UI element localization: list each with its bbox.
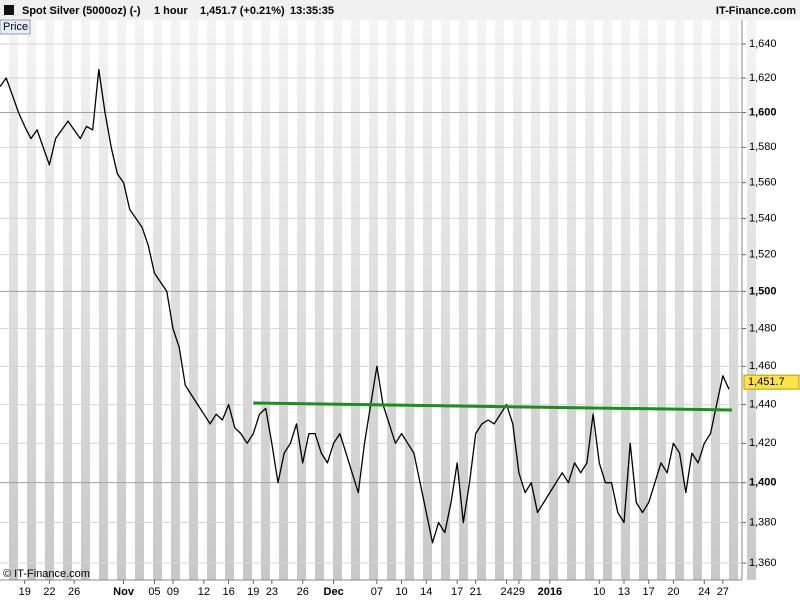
x-tick-label: 14 xyxy=(420,586,432,598)
x-tick-label: 17 xyxy=(643,586,655,598)
day-stripe xyxy=(567,20,576,580)
day-stripe xyxy=(459,20,468,580)
header-title: Spot Silver (5000oz) (-) xyxy=(22,5,141,17)
x-tick-label: 23 xyxy=(266,586,278,598)
day-stripe xyxy=(477,20,486,580)
y-tick-label: 1,440 xyxy=(749,398,777,410)
copyright: © IT-Finance.com xyxy=(3,568,90,580)
day-stripe xyxy=(423,20,432,580)
day-stripe xyxy=(585,20,594,580)
x-tick-label: 24 xyxy=(698,586,710,598)
y-tick-label: 1,380 xyxy=(749,516,777,528)
x-tick-label: 05 xyxy=(148,586,160,598)
day-stripe xyxy=(711,20,720,580)
day-stripe xyxy=(621,20,630,580)
last-price-label: 1,451.7 xyxy=(748,376,785,388)
day-stripe xyxy=(333,20,342,580)
header-time: 13:35:35 xyxy=(290,5,334,17)
x-tick-label: 21 xyxy=(470,586,482,598)
day-stripe xyxy=(315,20,324,580)
day-stripe xyxy=(225,20,234,580)
x-tick-label: 13 xyxy=(618,586,630,598)
day-stripe xyxy=(513,20,522,580)
day-stripe xyxy=(153,20,162,580)
day-stripe xyxy=(729,20,738,580)
header-bar xyxy=(0,0,800,20)
x-tick-label: 29 xyxy=(513,586,525,598)
x-tick-label: 10 xyxy=(395,586,407,598)
y-tick-label: 1,580 xyxy=(749,141,777,153)
y-tick-label: 1,480 xyxy=(749,323,777,335)
day-stripe xyxy=(117,20,126,580)
day-stripe xyxy=(207,20,216,580)
x-tick-label: 20 xyxy=(667,586,679,598)
last-price-box xyxy=(743,374,800,390)
y-tick-label: 1,520 xyxy=(749,249,777,261)
header-brand: IT-Finance.com xyxy=(716,5,796,17)
day-stripe xyxy=(693,20,702,580)
x-tick-label: 22 xyxy=(43,586,55,598)
y-tick-label: 1,460 xyxy=(749,360,777,372)
day-stripe xyxy=(387,20,396,580)
y-tick-label: 1,600 xyxy=(749,106,777,118)
day-stripe xyxy=(9,20,18,580)
day-stripe xyxy=(639,20,648,580)
price-line xyxy=(0,68,730,544)
day-stripe xyxy=(747,20,756,580)
x-tick-label: 19 xyxy=(247,586,259,598)
day-stripe xyxy=(603,20,612,580)
day-stripe xyxy=(675,20,684,580)
day-stripe xyxy=(657,20,666,580)
x-tick-label: 26 xyxy=(297,586,309,598)
x-tick-label: 17 xyxy=(451,586,463,598)
x-tick-label: 16 xyxy=(222,586,234,598)
day-stripe xyxy=(405,20,414,580)
day-stripe xyxy=(135,20,144,580)
panel-label: Price xyxy=(3,21,28,33)
day-stripe xyxy=(243,20,252,580)
day-stripe xyxy=(297,20,306,580)
x-tick-label: 24 xyxy=(500,586,512,598)
x-tick-label: Dec xyxy=(324,586,344,598)
menu-icon[interactable] xyxy=(4,5,14,15)
x-tick-label: 10 xyxy=(593,586,605,598)
day-stripe xyxy=(81,20,90,580)
day-stripe xyxy=(171,20,180,580)
header-quote: 1,451.7 (+0.21%) xyxy=(200,5,285,17)
day-stripe xyxy=(549,20,558,580)
day-stripe xyxy=(531,20,540,580)
day-stripe xyxy=(261,20,270,580)
x-tick-label: 27 xyxy=(717,586,729,598)
panel-tab[interactable] xyxy=(0,19,31,35)
day-stripe xyxy=(441,20,450,580)
day-stripe xyxy=(279,20,288,580)
y-tick-label: 1,620 xyxy=(749,72,777,84)
y-tick-label: 1,420 xyxy=(749,437,777,449)
y-tick-label: 1,500 xyxy=(749,285,777,297)
trendline xyxy=(253,401,733,412)
y-tick-label: 1,640 xyxy=(749,38,777,50)
x-tick-label: Nov xyxy=(113,586,135,598)
day-stripe xyxy=(189,20,198,580)
day-stripe xyxy=(27,20,36,580)
x-tick-label: 26 xyxy=(68,586,80,598)
y-tick-label: 1,400 xyxy=(749,477,777,489)
day-stripe xyxy=(369,20,378,580)
header-interval: 1 hour xyxy=(154,5,188,17)
day-stripe xyxy=(45,20,54,580)
day-stripe xyxy=(99,20,108,580)
x-tick-label: 07 xyxy=(371,586,383,598)
day-stripe xyxy=(351,20,360,580)
x-tick-label: 19 xyxy=(19,586,31,598)
y-tick-label: 1,360 xyxy=(749,557,777,569)
x-tick-label: 09 xyxy=(167,586,179,598)
y-tick-label: 1,540 xyxy=(749,212,777,224)
day-stripe xyxy=(495,20,504,580)
x-tick-label: 12 xyxy=(198,586,210,598)
x-tick-label: 2016 xyxy=(538,586,562,598)
y-tick-label: 1,560 xyxy=(749,177,777,189)
day-stripe xyxy=(63,20,72,580)
